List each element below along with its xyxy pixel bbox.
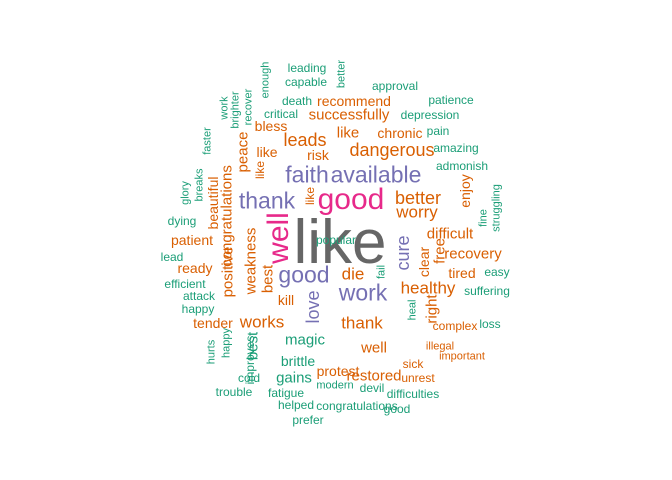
word-successfully: successfully <box>308 106 390 124</box>
word-hurts: hurts <box>205 339 218 365</box>
word-struggling: struggling <box>490 184 503 232</box>
word-faster: faster <box>201 127 214 155</box>
word-risk: risk <box>307 147 329 163</box>
word-available: available <box>330 161 422 188</box>
word-critical: critical <box>263 107 299 121</box>
word-works: works <box>239 312 285 332</box>
word-happy: happy <box>181 302 215 316</box>
word-easy: easy <box>484 265 510 279</box>
word-tender: tender <box>193 315 233 331</box>
word-thank: thank <box>341 313 383 333</box>
word-leads: leads <box>283 130 327 150</box>
word-thank: thank <box>238 187 296 214</box>
word-work: work <box>338 279 388 306</box>
word-kill: kill <box>277 292 295 308</box>
word-unrest: unrest <box>401 371 435 385</box>
word-breaks: breaks <box>193 168 206 202</box>
word-like: like <box>256 144 278 160</box>
word-like: like <box>303 186 317 206</box>
word-glory: glory <box>179 181 192 205</box>
word-heal: heal <box>406 299 419 321</box>
word-recovery: recovery <box>444 245 502 263</box>
word-enjoy: enjoy <box>457 174 473 208</box>
word-recommend: recommend <box>317 93 391 109</box>
word-cold: cold <box>237 371 261 385</box>
word-difficult: difficult <box>426 225 474 243</box>
word-leading: leading <box>287 61 327 75</box>
word-recover: recover <box>242 88 255 126</box>
word-better: better <box>394 188 442 208</box>
word-gains: gains <box>276 369 312 387</box>
word-tired: tired <box>448 265 476 281</box>
word-ready: ready <box>177 260 213 276</box>
word-weakness: weakness <box>242 227 260 295</box>
word-well: well <box>262 212 295 264</box>
word-best: best <box>259 264 277 294</box>
word-important: important <box>439 350 485 363</box>
word-die: die <box>341 264 365 284</box>
word-cure: cure <box>393 235 413 271</box>
word-popular: popular <box>315 233 357 247</box>
word-depression: depression <box>400 108 460 122</box>
word-brittle: brittle <box>280 353 316 369</box>
word-lead: lead <box>160 250 184 264</box>
word-capable: capable <box>284 75 328 89</box>
word-clear: clear <box>416 246 432 278</box>
word-complex: complex <box>432 319 478 333</box>
word-healthy: healthy <box>400 278 456 298</box>
word-helped: helped <box>277 398 315 412</box>
word-admonish: admonish <box>435 159 489 173</box>
word-good: good <box>278 261 330 288</box>
word-beautiful: beautiful <box>205 176 221 230</box>
word-dying: dying <box>167 214 197 228</box>
word-congratulations: congratulations <box>316 399 398 413</box>
word-good: good <box>383 402 411 416</box>
word-well: well <box>361 339 387 357</box>
word-brighter: brighter <box>229 91 242 129</box>
word-protest: protest <box>316 363 360 379</box>
word-like: like <box>253 160 267 180</box>
word-bless: bless <box>254 118 288 134</box>
word-efficient: efficient <box>164 277 206 291</box>
word-better: better <box>335 59 348 89</box>
word-patience: patience <box>428 93 474 107</box>
word-positive: positive <box>219 246 237 298</box>
word-sick: sick <box>402 357 424 371</box>
word-faith: faith <box>285 161 329 188</box>
word-trouble: trouble <box>215 385 253 399</box>
word-like: like <box>293 208 387 277</box>
word-death: death <box>281 94 313 108</box>
word-happy: happy <box>220 328 233 358</box>
word-devil: devil <box>359 381 385 395</box>
word-fatigue: fatigue <box>267 386 305 400</box>
word-illegal: illegal <box>425 340 455 353</box>
word-love: love <box>303 290 323 324</box>
word-peace: peace <box>234 131 252 173</box>
word-dangerous: dangerous <box>349 140 435 160</box>
word-like: like <box>336 124 360 142</box>
word-loss: loss <box>479 317 501 331</box>
word-chronic: chronic <box>377 125 423 141</box>
word-patient: patient <box>170 232 214 248</box>
word-good: good <box>317 183 385 216</box>
word-suffering: suffering <box>464 284 510 298</box>
word-restored: restored <box>346 367 402 385</box>
word-enough: enough <box>259 61 272 99</box>
word-magic: magic <box>284 331 326 349</box>
word-prefer: prefer <box>292 413 324 427</box>
word-fine: fine <box>477 209 490 227</box>
word-fail: fail <box>375 264 388 280</box>
word-worry: worry <box>396 202 438 222</box>
word-modern: modern <box>316 379 354 392</box>
word-difficulties: difficulties <box>386 387 440 401</box>
word-attack: attack <box>182 289 216 303</box>
word-pain: pain <box>426 124 450 138</box>
word-approval: approval <box>371 79 419 93</box>
word-amazing: amazing <box>433 141 479 155</box>
